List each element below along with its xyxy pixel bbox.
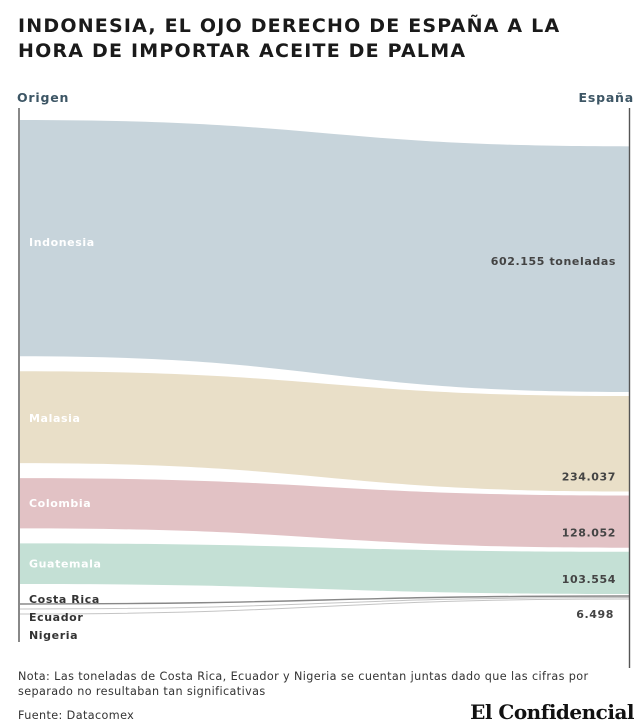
origin-label-guatemala: Guatemala	[29, 557, 101, 570]
origin-label-colombia: Colombia	[29, 497, 91, 510]
origin-label-nigeria: Nigeria	[29, 629, 78, 642]
origin-label-malasia: Malasia	[29, 412, 81, 425]
flow-line-costa-rica	[19, 595, 630, 605]
flow-line-ecuador	[19, 597, 630, 610]
flow-band-malasia	[20, 371, 629, 492]
footnote: Nota: Las toneladas de Costa Rica, Ecuad…	[18, 670, 589, 698]
value-label-indonesia: 602.155 toneladas	[491, 255, 616, 268]
flow-band-indonesia	[20, 120, 629, 393]
value-label-grouped: 6.498	[576, 608, 614, 621]
flow-band-colombia	[20, 478, 629, 548]
origin-label-ecuador: Ecuador	[29, 611, 83, 624]
flow-line-nigeria	[19, 598, 630, 615]
chart-title: INDONESIA, EL OJO DERECHO DE ESPAÑA A LA…	[18, 15, 561, 62]
origin-axis-label: Origen	[17, 90, 70, 105]
value-label-colombia: 128.052	[562, 527, 616, 540]
value-label-malasia: 234.037	[562, 471, 616, 484]
origin-label-indonesia: Indonesia	[29, 236, 95, 249]
publisher-logo: El Confidencial	[470, 700, 634, 724]
value-label-guatemala: 103.554	[562, 573, 616, 586]
origin-label-costa-rica: Costa Rica	[29, 593, 100, 606]
flow-band-guatemala	[20, 543, 629, 594]
source-credit: Fuente: Datacomex	[18, 709, 135, 722]
destination-axis-label: España	[578, 90, 634, 105]
